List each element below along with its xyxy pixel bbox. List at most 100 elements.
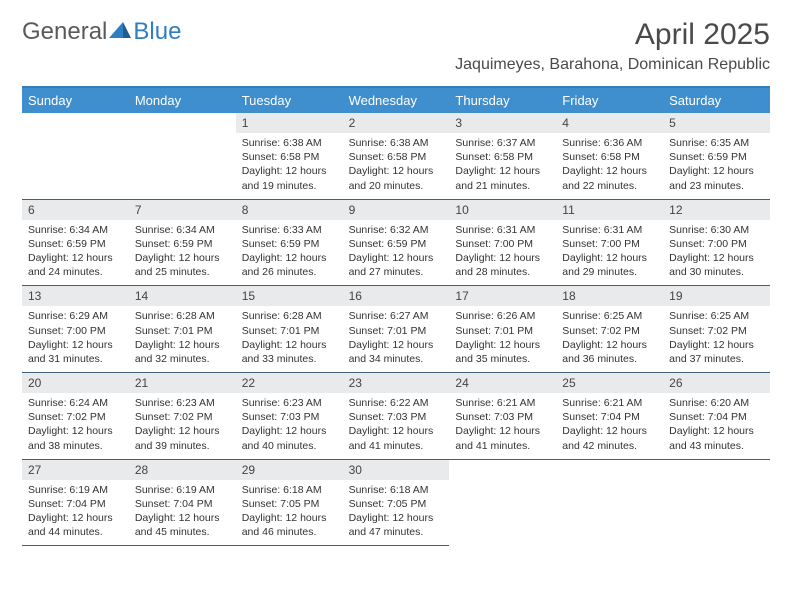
day-details: Sunrise: 6:24 AMSunset: 7:02 PMDaylight:… bbox=[22, 393, 129, 459]
day-cell: 17Sunrise: 6:26 AMSunset: 7:01 PMDayligh… bbox=[449, 286, 556, 373]
daylight-text: Daylight: 12 hours and 37 minutes. bbox=[669, 338, 764, 366]
sunrise-text: Sunrise: 6:26 AM bbox=[455, 309, 550, 323]
sunrise-text: Sunrise: 6:27 AM bbox=[349, 309, 444, 323]
daylight-text: Daylight: 12 hours and 34 minutes. bbox=[349, 338, 444, 366]
day-number: 9 bbox=[343, 200, 450, 220]
day-cell: 19 Sunrise: 6:25 AMSunset: 7:02 PMDayligh… bbox=[663, 286, 770, 373]
day-cell: 27 Sunrise: 6:19 AMSunset: 7:04 PMDayligh… bbox=[22, 460, 129, 547]
day-details: Sunrise: 6:32 AMSunset: 6:59 PMDaylight:… bbox=[343, 220, 450, 286]
sunrise-text: Sunrise: 6:21 AM bbox=[455, 396, 550, 410]
day-number: 30 bbox=[343, 460, 450, 480]
day-details: Sunrise: 6:31 AMSunset: 7:00 PMDaylight:… bbox=[449, 220, 556, 286]
day-details: Sunrise: 6:28 AMSunset: 7:01 PMDaylight:… bbox=[236, 306, 343, 372]
sunrise-text: Sunrise: 6:34 AM bbox=[135, 223, 230, 237]
sunrise-text: Sunrise: 6:35 AM bbox=[669, 136, 764, 150]
daylight-text: Daylight: 12 hours and 28 minutes. bbox=[455, 251, 550, 279]
day-cell: 11Sunrise: 6:31 AMSunset: 7:00 PMDayligh… bbox=[556, 200, 663, 287]
brand-word-2: Blue bbox=[133, 18, 181, 46]
day-number: 19 bbox=[663, 286, 770, 306]
day-cell: 15Sunrise: 6:28 AMSunset: 7:01 PMDayligh… bbox=[236, 286, 343, 373]
day-number: 29 bbox=[236, 460, 343, 480]
sunrise-text: Sunrise: 6:34 AM bbox=[28, 223, 123, 237]
daylight-text: Daylight: 12 hours and 25 minutes. bbox=[135, 251, 230, 279]
sunrise-text: Sunrise: 6:28 AM bbox=[135, 309, 230, 323]
sunset-text: Sunset: 7:02 PM bbox=[669, 324, 764, 338]
sunrise-text: Sunrise: 6:22 AM bbox=[349, 396, 444, 410]
day-cell: 9Sunrise: 6:32 AMSunset: 6:59 PMDaylight… bbox=[343, 200, 450, 287]
daylight-text: Daylight: 12 hours and 20 minutes. bbox=[349, 164, 444, 192]
sunrise-text: Sunrise: 6:20 AM bbox=[669, 396, 764, 410]
sunrise-text: Sunrise: 6:23 AM bbox=[242, 396, 337, 410]
daylight-text: Daylight: 12 hours and 33 minutes. bbox=[242, 338, 337, 366]
empty-cell bbox=[129, 113, 236, 200]
day-number: 28 bbox=[129, 460, 236, 480]
day-cell: 8Sunrise: 6:33 AMSunset: 6:59 PMDaylight… bbox=[236, 200, 343, 287]
sunset-text: Sunset: 6:58 PM bbox=[349, 150, 444, 164]
sunrise-text: Sunrise: 6:25 AM bbox=[669, 309, 764, 323]
day-number: 18 bbox=[556, 286, 663, 306]
day-header-wednesday: Wednesday bbox=[343, 88, 450, 113]
sunset-text: Sunset: 7:00 PM bbox=[669, 237, 764, 251]
sunset-text: Sunset: 7:01 PM bbox=[242, 324, 337, 338]
sunrise-text: Sunrise: 6:30 AM bbox=[669, 223, 764, 237]
sunrise-text: Sunrise: 6:32 AM bbox=[349, 223, 444, 237]
day-details: Sunrise: 6:33 AMSunset: 6:59 PMDaylight:… bbox=[236, 220, 343, 286]
day-number: 25 bbox=[556, 373, 663, 393]
day-cell: 23Sunrise: 6:22 AMSunset: 7:03 PMDayligh… bbox=[343, 373, 450, 460]
day-cell: 20Sunrise: 6:24 AMSunset: 7:02 PMDayligh… bbox=[22, 373, 129, 460]
day-number: 4 bbox=[556, 113, 663, 133]
daylight-text: Daylight: 12 hours and 43 minutes. bbox=[669, 424, 764, 452]
day-number: 3 bbox=[449, 113, 556, 133]
day-details: Sunrise: 6:30 AMSunset: 7:00 PMDaylight:… bbox=[663, 220, 770, 286]
day-details: Sunrise: 6:28 AMSunset: 7:01 PMDaylight:… bbox=[129, 306, 236, 372]
sunrise-text: Sunrise: 6:24 AM bbox=[28, 396, 123, 410]
day-details: Sunrise: 6:20 AMSunset: 7:04 PMDaylight:… bbox=[663, 393, 770, 459]
page-header: General Blue April 2025 Jaquimeyes, Bara… bbox=[22, 18, 770, 74]
day-number: 20 bbox=[22, 373, 129, 393]
day-number: 10 bbox=[449, 200, 556, 220]
daylight-text: Daylight: 12 hours and 21 minutes. bbox=[455, 164, 550, 192]
sunset-text: Sunset: 7:01 PM bbox=[349, 324, 444, 338]
daylight-text: Daylight: 12 hours and 23 minutes. bbox=[669, 164, 764, 192]
day-details: Sunrise: 6:18 AMSunset: 7:05 PMDaylight:… bbox=[343, 480, 450, 546]
daylight-text: Daylight: 12 hours and 26 minutes. bbox=[242, 251, 337, 279]
sunrise-text: Sunrise: 6:19 AM bbox=[28, 483, 123, 497]
day-cell: 24Sunrise: 6:21 AMSunset: 7:03 PMDayligh… bbox=[449, 373, 556, 460]
day-header-monday: Monday bbox=[129, 88, 236, 113]
day-number: 26 bbox=[663, 373, 770, 393]
sunrise-text: Sunrise: 6:38 AM bbox=[349, 136, 444, 150]
daylight-text: Daylight: 12 hours and 27 minutes. bbox=[349, 251, 444, 279]
daylight-text: Daylight: 12 hours and 45 minutes. bbox=[135, 511, 230, 539]
day-details: Sunrise: 6:38 AMSunset: 6:58 PMDaylight:… bbox=[343, 133, 450, 199]
sunrise-text: Sunrise: 6:21 AM bbox=[562, 396, 657, 410]
day-number: 8 bbox=[236, 200, 343, 220]
daylight-text: Daylight: 12 hours and 44 minutes. bbox=[28, 511, 123, 539]
daylight-text: Daylight: 12 hours and 47 minutes. bbox=[349, 511, 444, 539]
brand-word-1: General bbox=[22, 18, 107, 46]
day-cell: 29Sunrise: 6:18 AMSunset: 7:05 PMDayligh… bbox=[236, 460, 343, 547]
sunrise-text: Sunrise: 6:25 AM bbox=[562, 309, 657, 323]
daylight-text: Daylight: 12 hours and 41 minutes. bbox=[455, 424, 550, 452]
sunset-text: Sunset: 6:58 PM bbox=[455, 150, 550, 164]
day-details: Sunrise: 6:21 AMSunset: 7:03 PMDaylight:… bbox=[449, 393, 556, 459]
sunset-text: Sunset: 6:58 PM bbox=[562, 150, 657, 164]
sunset-text: Sunset: 7:04 PM bbox=[669, 410, 764, 424]
location-label: Jaquimeyes, Barahona, Dominican Republic bbox=[455, 56, 770, 74]
day-number: 14 bbox=[129, 286, 236, 306]
day-number: 27 bbox=[22, 460, 129, 480]
day-number: 16 bbox=[343, 286, 450, 306]
sunrise-text: Sunrise: 6:23 AM bbox=[135, 396, 230, 410]
day-cell: 12Sunrise: 6:30 AMSunset: 7:00 PMDayligh… bbox=[663, 200, 770, 287]
sunrise-text: Sunrise: 6:18 AM bbox=[242, 483, 337, 497]
brand-triangle-icon bbox=[109, 20, 131, 38]
day-header-thursday: Thursday bbox=[449, 88, 556, 113]
day-details: Sunrise: 6:23 AMSunset: 7:02 PMDaylight:… bbox=[129, 393, 236, 459]
daylight-text: Daylight: 12 hours and 40 minutes. bbox=[242, 424, 337, 452]
day-cell: 2Sunrise: 6:38 AMSunset: 6:58 PMDaylight… bbox=[343, 113, 450, 200]
day-details: Sunrise: 6:38 AMSunset: 6:58 PMDaylight:… bbox=[236, 133, 343, 199]
day-number: 13 bbox=[22, 286, 129, 306]
sunset-text: Sunset: 7:03 PM bbox=[349, 410, 444, 424]
daylight-text: Daylight: 12 hours and 22 minutes. bbox=[562, 164, 657, 192]
sunset-text: Sunset: 7:04 PM bbox=[28, 497, 123, 511]
daylight-text: Daylight: 12 hours and 32 minutes. bbox=[135, 338, 230, 366]
